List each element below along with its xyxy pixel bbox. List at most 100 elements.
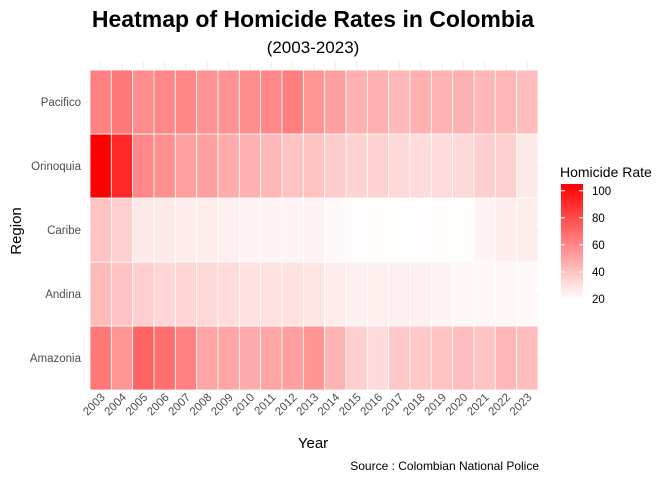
heatmap-cell-pacifico-2006 (153, 69, 176, 135)
heatmap-cell-amazonia-2012 (281, 325, 304, 391)
heatmap-cell-pacifico-2018 (409, 69, 432, 135)
heatmap-cell-pacifico-2011 (260, 69, 283, 135)
heatmap-cell-andina-2018 (409, 261, 432, 327)
heatmap-cell-orinoquia-2016 (366, 133, 390, 199)
legend-tick-label: 100 (592, 186, 611, 198)
heatmap-cell-orinoquia-2008 (196, 133, 219, 199)
heatmap-cell-andina-2008 (196, 261, 219, 327)
heatmap-cell-orinoquia-2015 (345, 133, 368, 199)
y-tick-label: Caribe (47, 225, 81, 237)
legend-ticks: 20 40 60 80 100 (561, 186, 611, 306)
heatmap-cell-orinoquia-2005 (132, 133, 155, 199)
heatmap-cell-amazonia-2006 (153, 325, 176, 391)
y-tick-label: Pacifico (41, 97, 81, 109)
heatmap-cell-orinoquia-2011 (260, 133, 283, 199)
heatmap-cell-pacifico-2012 (281, 69, 304, 135)
heatmap-cell-andina-2019 (430, 261, 454, 327)
y-tick-label: Orinoquia (31, 161, 81, 173)
legend-tick-label: 80 (592, 213, 605, 225)
heatmap-cell-orinoquia-2017 (388, 133, 411, 199)
heatmap-cell-amazonia-2015 (345, 325, 368, 391)
heatmap-cell-caribe-2017 (388, 197, 411, 263)
heatmap-cell-andina-2007 (174, 261, 198, 327)
heatmap-cell-caribe-2006 (153, 197, 176, 263)
heatmap-cell-andina-2017 (388, 261, 411, 327)
heatmap-cell-caribe-2003 (89, 197, 112, 263)
heatmap-cell-orinoquia-2023 (516, 133, 539, 199)
heatmap-cell-amazonia-2021 (473, 325, 496, 391)
heatmap-cell-andina-2011 (260, 261, 283, 327)
x-tick-label: 2016 (359, 392, 386, 419)
heatmap-cell-pacifico-2008 (196, 69, 219, 135)
heatmap-cell-caribe-2019 (430, 197, 454, 263)
heatmap-cell-amazonia-2004 (110, 325, 134, 391)
x-tick-labels: 2003200420052006200720082009201020112012… (81, 391, 534, 418)
heatmap-cell-orinoquia-2007 (174, 133, 198, 199)
heatmap-cell-amazonia-2018 (409, 325, 432, 391)
chart-caption: Source : Colombian National Police (350, 459, 539, 473)
legend-tick-label: 20 (592, 294, 605, 306)
heatmap-cell-caribe-2012 (281, 197, 304, 263)
x-tick-label: 2012 (273, 392, 300, 419)
heatmap-cell-orinoquia-2009 (217, 133, 240, 199)
legend: Homicide Rate 20 40 60 80 100 (560, 164, 652, 306)
heatmap-cell-pacifico-2015 (345, 69, 368, 135)
heatmap-cell-orinoquia-2004 (110, 133, 134, 199)
y-tick-labels: Amazonia Andina Caribe Orinoquia Pacifico (30, 97, 82, 365)
y-tick-label: Andina (45, 289, 81, 301)
legend-tick-label: 40 (592, 267, 605, 279)
x-axis-title: Year (298, 435, 328, 452)
heatmap-cell-orinoquia-2019 (430, 133, 454, 199)
heatmap-cell-pacifico-2016 (366, 69, 390, 135)
heatmap-cell-caribe-2016 (366, 197, 390, 263)
heatmap-cell-orinoquia-2020 (452, 133, 475, 199)
heatmap-cell-orinoquia-2021 (473, 133, 496, 199)
heatmap-cell-amazonia-2016 (366, 325, 390, 391)
heatmap-cell-pacifico-2019 (430, 69, 454, 135)
heatmap-cell-amazonia-2020 (452, 325, 475, 391)
heatmap-cell-caribe-2022 (494, 197, 518, 263)
chart-subtitle: (2003-2023) (267, 38, 360, 57)
x-tick-label: 2008 (188, 392, 215, 419)
heatmap-cell-andina-2016 (366, 261, 390, 327)
heatmap-cell-amazonia-2019 (430, 325, 454, 391)
heatmap-cell-orinoquia-2022 (494, 133, 518, 199)
heatmap-cell-caribe-2015 (345, 197, 368, 263)
heatmap-cell-pacifico-2004 (110, 69, 134, 135)
heatmap-cell-orinoquia-2012 (281, 133, 304, 199)
heatmap-cell-caribe-2018 (409, 197, 432, 263)
heatmap-cell-pacifico-2005 (132, 69, 155, 135)
x-tick-label: 2022 (487, 392, 514, 419)
heatmap-cell-amazonia-2007 (174, 325, 198, 391)
heatmap-cell-caribe-2008 (196, 197, 219, 263)
heatmap-cell-andina-2003 (89, 261, 112, 327)
heatmap-cell-caribe-2013 (302, 197, 326, 263)
heatmap-cell-caribe-2020 (452, 197, 475, 263)
heatmap-cell-pacifico-2014 (324, 69, 347, 135)
y-axis-title: Region (8, 207, 25, 255)
heatmap-cell-amazonia-2017 (388, 325, 411, 391)
heatmap-cell-caribe-2005 (132, 197, 155, 263)
x-tick-label: 2017 (380, 392, 407, 419)
heatmap-cell-amazonia-2008 (196, 325, 219, 391)
heatmap-cell-andina-2004 (110, 261, 134, 327)
heatmap-cell-amazonia-2023 (516, 325, 539, 391)
legend-title: Homicide Rate (560, 164, 652, 180)
heatmap-cell-amazonia-2010 (238, 325, 262, 391)
heatmap-cell-pacifico-2021 (473, 69, 496, 135)
x-tick-label: 2006 (145, 392, 172, 419)
heatmap-cell-andina-2022 (494, 261, 518, 327)
heatmap-cell-pacifico-2007 (174, 69, 198, 135)
heatmap-cell-amazonia-2014 (324, 325, 347, 391)
x-tick-label: 2023 (508, 392, 535, 419)
heatmap-cell-caribe-2010 (238, 197, 262, 263)
heatmap-cell-caribe-2014 (324, 197, 347, 263)
heatmap-cell-andina-2013 (302, 261, 326, 327)
heatmap-cell-caribe-2011 (260, 197, 283, 263)
heatmap-cell-orinoquia-2018 (409, 133, 432, 199)
y-tick-label: Amazonia (30, 353, 82, 365)
legend-color-bar (561, 184, 583, 299)
x-tick-label: 2007 (167, 392, 194, 419)
heatmap-cell-orinoquia-2010 (238, 133, 262, 199)
x-tick-label: 2021 (465, 392, 492, 419)
